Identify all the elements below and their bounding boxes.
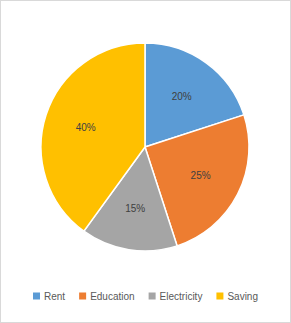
chart-svg: 20% 25% 15% 40% Rent Education Electricity Savi… bbox=[0, 0, 291, 323]
legend-swatch bbox=[216, 293, 223, 300]
slices bbox=[41, 43, 249, 251]
legend-label: Rent bbox=[44, 291, 65, 302]
data-label: 40% bbox=[76, 122, 96, 133]
legend-swatch bbox=[149, 293, 156, 300]
chart-frame bbox=[1, 1, 291, 323]
chart-container: 20% 25% 15% 40% Rent Education Electricity Savi… bbox=[0, 0, 291, 323]
legend-label: Education bbox=[90, 291, 134, 302]
legend-swatch bbox=[33, 293, 40, 300]
data-label: 20% bbox=[172, 91, 192, 102]
legend-swatch bbox=[79, 293, 86, 300]
data-labels: 20% 25% 15% 40% bbox=[76, 91, 211, 214]
data-label: 25% bbox=[191, 170, 211, 181]
legend-label: Electricity bbox=[160, 291, 203, 302]
data-label: 15% bbox=[125, 203, 145, 214]
legend-label: Saving bbox=[227, 291, 258, 302]
pie-slice bbox=[41, 43, 145, 231]
legend: Rent Education Electricity Saving bbox=[33, 291, 258, 302]
